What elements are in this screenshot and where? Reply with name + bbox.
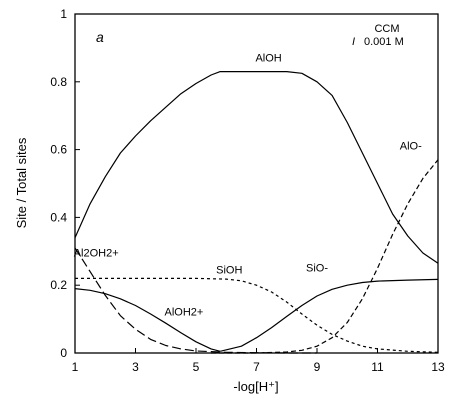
y-axis-label: Site / Total sites (14, 137, 29, 228)
y-tick-label: 0.4 (50, 210, 67, 224)
panel-label: a (96, 29, 104, 45)
y-tick-label: 0.6 (50, 143, 67, 157)
series-line-alo (211, 159, 439, 354)
x-tick-label: 11 (371, 360, 384, 374)
legend-ionic-strength-symbol: I (352, 36, 355, 48)
series-labels: AlOH AlO- Al2OH2+ SiOH SiO- AlOH2+ (74, 52, 422, 318)
series-label: AlO- (400, 141, 422, 153)
y-tick-label: 0.2 (50, 278, 67, 292)
x-tick-label: 3 (132, 360, 139, 374)
series-group (74, 70, 439, 354)
y-tick-label: 0.8 (50, 75, 67, 89)
x-tick-label: 7 (253, 360, 260, 374)
series-line-sioh (75, 277, 439, 353)
legend-model: CCM (374, 23, 399, 35)
legend-ionic-strength-value: 0.001 M (364, 36, 404, 48)
series-label: SiO- (306, 263, 328, 275)
series-line-al2oh2 (74, 247, 317, 354)
y-tick-label: 1 (60, 7, 67, 21)
series-line-sio (220, 278, 439, 352)
x-axis-label: -log[H⁺] (233, 379, 278, 394)
series-line-aloh2 (74, 288, 221, 352)
x-tick-label: 1 (72, 360, 79, 374)
series-label: AlOH2+ (164, 307, 203, 319)
x-tick-label: 9 (314, 360, 321, 374)
plot-frame (74, 13, 439, 354)
x-tick-label: 5 (193, 360, 200, 374)
y-tick-label: 0 (60, 346, 67, 360)
x-tick-label: 13 (431, 360, 445, 374)
series-label: Al2OH2+ (74, 247, 119, 259)
series-line-aloh (74, 70, 439, 264)
series-label: AlOH (255, 52, 281, 64)
series-label: SiOH (216, 264, 242, 276)
legend: CCM I 0.001 M (352, 23, 404, 48)
